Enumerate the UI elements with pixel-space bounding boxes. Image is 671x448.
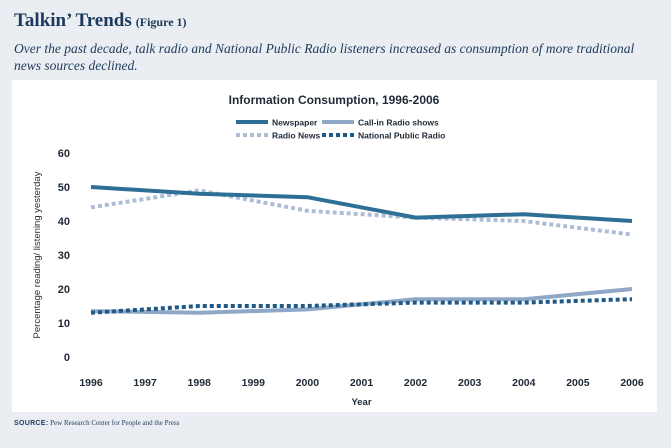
x-tick-label: 1998	[188, 377, 212, 389]
figure-number: (Figure 1)	[135, 15, 187, 29]
x-tick-label: 1997	[133, 377, 157, 389]
line-chart: Information Consumption, 1996-2006 Newspa…	[32, 93, 644, 408]
y-tick-label: 20	[58, 284, 70, 296]
source-text: Pew Research Center for People and the P…	[50, 419, 180, 427]
source-note: SOURCE: Pew Research Center for People a…	[14, 419, 179, 427]
legend-label-2: Radio News	[272, 131, 320, 141]
y-tick-label: 60	[58, 148, 70, 160]
legend-label-3: National Public Radio	[358, 131, 445, 141]
figure-title: Talkin’ Trends	[14, 10, 132, 31]
x-tick-label: 2000	[296, 377, 320, 389]
x-tick-label: 2003	[458, 377, 482, 389]
x-tick-label: 2002	[404, 377, 428, 389]
x-tick-label: 2005	[566, 377, 590, 389]
x-axis-title: Year	[351, 397, 371, 408]
y-tick-label: 0	[64, 352, 70, 364]
figure-heading: Talkin’ Trends (Figure 1)	[14, 10, 187, 32]
legend-label-1: Call-in Radio shows	[358, 118, 439, 128]
figure-subtitle: Over the past decade, talk radio and Nat…	[14, 41, 635, 73]
series-line-radio-news	[90, 188, 633, 237]
x-tick-label: 1999	[242, 377, 266, 389]
series-line-newspaper	[90, 185, 633, 223]
x-tick-label: 2006	[620, 377, 644, 389]
y-tick-label: 40	[58, 216, 70, 228]
y-axis-title: Percentage reading/ listening yesterday	[32, 171, 43, 338]
x-tick-label: 2001	[350, 377, 374, 389]
legend-label-0: Newspaper	[272, 118, 318, 128]
y-tick-label: 30	[58, 250, 70, 262]
series-line-national-public-radio	[90, 297, 633, 315]
x-tick-label: 2004	[512, 377, 536, 389]
series-line-call-in-radio-shows	[90, 287, 633, 315]
source-label: SOURCE:	[14, 420, 49, 427]
y-tick-label: 50	[58, 182, 70, 194]
y-tick-label: 10	[58, 318, 70, 330]
chart-panel: Information Consumption, 1996-2006 Newspa…	[12, 80, 657, 412]
x-tick-label: 1996	[79, 377, 103, 389]
chart-title: Information Consumption, 1996-2006	[229, 93, 440, 107]
